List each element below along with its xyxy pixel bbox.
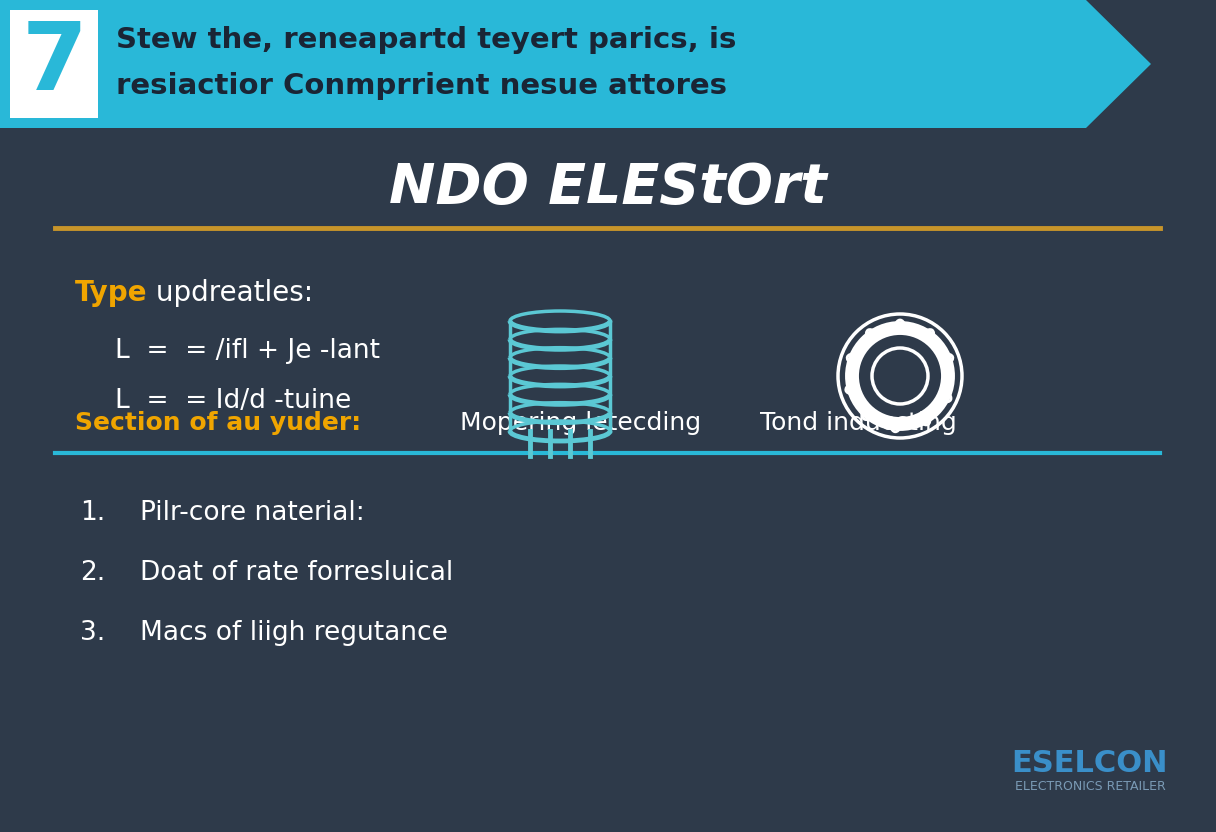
Text: Macs of liigh regutance: Macs of liigh regutance — [140, 620, 447, 646]
Text: Tond induccting: Tond induccting — [760, 411, 957, 435]
Polygon shape — [1086, 0, 1216, 128]
Text: NDO ELEStOrt: NDO ELEStOrt — [389, 161, 827, 215]
Text: 3.: 3. — [80, 620, 106, 646]
Text: L  =  = /ifl + Je -lant: L = = /ifl + Je -lant — [116, 338, 379, 364]
Text: Section of au yuder:: Section of au yuder: — [75, 411, 361, 435]
Text: Stew the, reneapartd teyert parics, is: Stew the, reneapartd teyert parics, is — [116, 26, 737, 54]
Text: Type: Type — [75, 279, 147, 307]
Text: ELECTRONICS RETAILER: ELECTRONICS RETAILER — [1014, 780, 1165, 794]
Text: Pilr-core naterial:: Pilr-core naterial: — [140, 500, 365, 526]
Text: updreatles:: updreatles: — [147, 279, 314, 307]
Text: Doat of rate forresluical: Doat of rate forresluical — [140, 560, 454, 586]
FancyBboxPatch shape — [0, 0, 1216, 128]
Text: 7: 7 — [21, 18, 86, 110]
Text: 1.: 1. — [80, 500, 106, 526]
Text: Mopering letecding: Mopering letecding — [460, 411, 702, 435]
Text: resiactior Conmprrient nesue attores: resiactior Conmprrient nesue attores — [116, 72, 727, 100]
Text: ESELCON: ESELCON — [1012, 750, 1169, 779]
Text: 2.: 2. — [80, 560, 106, 586]
FancyBboxPatch shape — [10, 10, 98, 118]
Text: L  =  = Id/d -tuine: L = = Id/d -tuine — [116, 388, 351, 414]
